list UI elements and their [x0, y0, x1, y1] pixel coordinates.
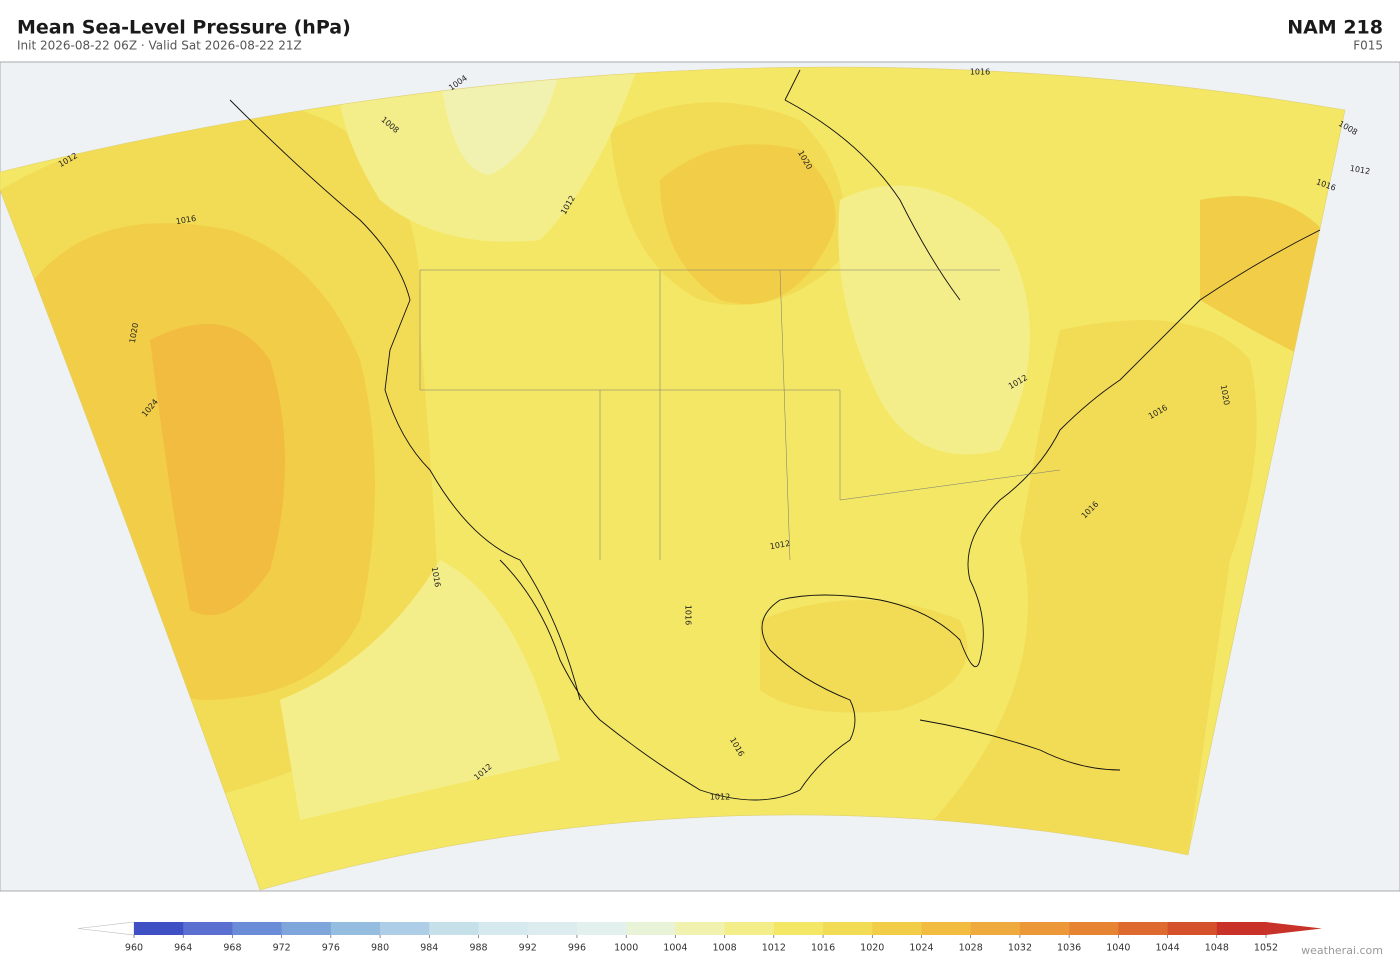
colorbar-segment [330, 922, 381, 935]
colorbar-segment [576, 922, 627, 935]
colorbar-segment [872, 922, 922, 935]
contour-label: 1012 [710, 793, 730, 802]
contour-label: 1016 [970, 68, 990, 77]
colorbar-segment [232, 922, 282, 935]
colorbar-segment [478, 922, 529, 935]
colorbar-segment [724, 922, 775, 935]
colorbar-tick-label: 988 [469, 943, 487, 954]
colorbar-segment [675, 922, 725, 935]
colorbar-tick-label: 1016 [811, 943, 835, 954]
colorbar-tick-label: 964 [174, 943, 192, 954]
colorbar-tick-label: 1012 [762, 943, 786, 954]
borders [419, 269, 1061, 561]
colorbar-tick-label: 1048 [1205, 943, 1229, 954]
colorbar-segment [1167, 922, 1218, 935]
colorbar-extend-low [77, 921, 135, 936]
contour-label: 1020 [128, 322, 140, 344]
colorbar-tick-label: 1052 [1254, 943, 1278, 954]
map-title: Mean Sea-Level Pressure (hPa) [17, 17, 351, 39]
colorbar-segment [626, 922, 676, 935]
colorbar-segment [1216, 922, 1267, 935]
colorbar-tick-label: 976 [322, 943, 340, 954]
map [0, 61, 1400, 892]
contour-label: 1020 [1219, 384, 1231, 406]
colorbar-segment [183, 922, 233, 935]
colorbar-tick-label: 984 [420, 943, 438, 954]
colorbar-segment [773, 922, 824, 935]
colorbar-extend-high [1266, 922, 1322, 935]
colorbar-tick-label: 1020 [860, 943, 884, 954]
colorbar-tick-label: 1004 [663, 943, 687, 954]
colorbar-segment [1069, 922, 1119, 935]
colorbar-tick-label: 1000 [614, 943, 638, 954]
contour-label: 1012 [769, 539, 791, 551]
colorbar-tick-label: 1032 [1008, 943, 1032, 954]
colorbar-tick-label: 1028 [959, 943, 983, 954]
contour-label: 1016 [175, 214, 197, 226]
colorbar-segment [970, 922, 1021, 935]
colorbar-tick-label: 1008 [713, 943, 737, 954]
coastlines [229, 69, 1321, 801]
colorbar-tick-label: 1036 [1057, 943, 1081, 954]
pressure-field [0, 67, 1345, 891]
contour-label: 1016 [430, 566, 442, 588]
map-subtitle: Init 2026-08-22 06Z · Valid Sat 2026-08-… [17, 39, 302, 53]
forecast-hour: F015 [1353, 39, 1383, 53]
colorbar-tick-label: 960 [125, 943, 143, 954]
colorbar-segment [134, 922, 184, 935]
colorbar-tick-label: 980 [371, 943, 389, 954]
model-name: NAM 218 [1287, 17, 1383, 39]
colorbar-tick-label: 1044 [1155, 943, 1179, 954]
colorbar-segment [1019, 922, 1070, 935]
colorbar-tick-label: 1040 [1106, 943, 1130, 954]
colorbar-tick-label: 1024 [909, 943, 933, 954]
colorbar-tick-label: 972 [273, 943, 291, 954]
watermark: weatherai.com [1301, 944, 1383, 957]
colorbar-segment [527, 922, 578, 935]
colorbar-segment [921, 922, 971, 935]
colorbar-tick-label: 996 [568, 943, 586, 954]
colorbar-tick-label: 968 [223, 943, 241, 954]
colorbar-segment [380, 922, 430, 935]
contour-label: 1016 [684, 605, 693, 625]
colorbar-segment [823, 922, 873, 935]
colorbar-segment [281, 922, 332, 935]
colorbar-segment [1118, 922, 1168, 935]
colorbar-tick-label: 992 [519, 943, 537, 954]
colorbar-segment [429, 922, 479, 935]
colorbar: 960 964 968 972 976 980 984 988 992 996 1000 1004 10… [77, 921, 1322, 954]
contour-label: 1012 [1349, 164, 1371, 176]
